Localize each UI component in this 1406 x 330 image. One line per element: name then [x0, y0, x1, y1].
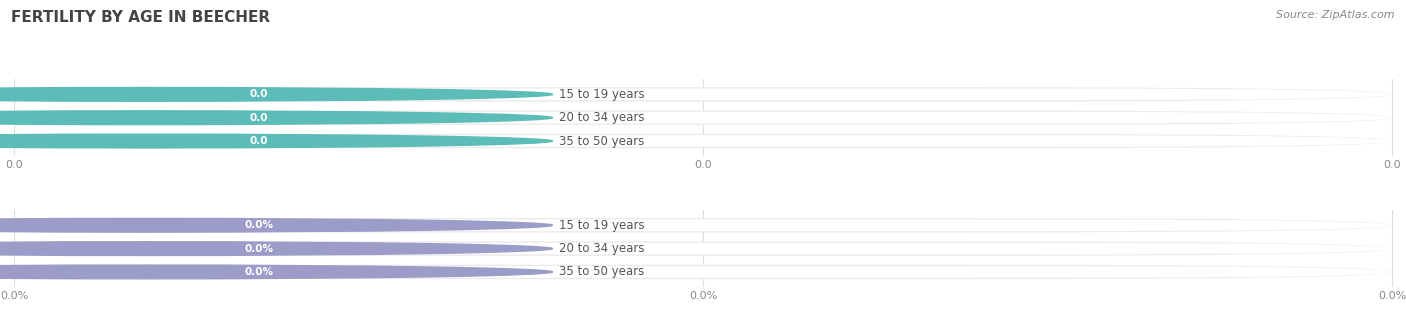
- Text: 0.0: 0.0: [249, 136, 267, 146]
- FancyBboxPatch shape: [25, 266, 1392, 278]
- Text: 20 to 34 years: 20 to 34 years: [560, 111, 645, 124]
- FancyBboxPatch shape: [14, 241, 1392, 256]
- Text: 0.0%: 0.0%: [245, 220, 273, 230]
- FancyBboxPatch shape: [14, 265, 1392, 279]
- Circle shape: [0, 218, 553, 232]
- Text: 0.0: 0.0: [249, 89, 267, 99]
- FancyBboxPatch shape: [14, 134, 1392, 148]
- FancyBboxPatch shape: [14, 218, 1392, 233]
- FancyBboxPatch shape: [25, 219, 1392, 231]
- Text: Source: ZipAtlas.com: Source: ZipAtlas.com: [1277, 10, 1395, 20]
- FancyBboxPatch shape: [4, 220, 513, 230]
- Text: 0.0%: 0.0%: [245, 267, 273, 277]
- Text: 35 to 50 years: 35 to 50 years: [560, 135, 645, 148]
- Text: 0.0: 0.0: [249, 113, 267, 123]
- Circle shape: [0, 265, 553, 279]
- Text: FERTILITY BY AGE IN BEECHER: FERTILITY BY AGE IN BEECHER: [11, 10, 270, 25]
- Circle shape: [0, 242, 553, 255]
- Text: 0.0%: 0.0%: [245, 244, 273, 253]
- FancyBboxPatch shape: [4, 267, 513, 277]
- Text: 20 to 34 years: 20 to 34 years: [560, 242, 645, 255]
- FancyBboxPatch shape: [25, 88, 1392, 100]
- Text: 15 to 19 years: 15 to 19 years: [560, 219, 645, 232]
- Text: 35 to 50 years: 35 to 50 years: [560, 265, 645, 279]
- Circle shape: [0, 87, 553, 101]
- FancyBboxPatch shape: [25, 112, 1392, 123]
- FancyBboxPatch shape: [4, 136, 513, 146]
- FancyBboxPatch shape: [4, 113, 513, 123]
- Text: 15 to 19 years: 15 to 19 years: [560, 88, 645, 101]
- FancyBboxPatch shape: [4, 89, 513, 99]
- Circle shape: [0, 111, 553, 124]
- FancyBboxPatch shape: [25, 243, 1392, 254]
- FancyBboxPatch shape: [25, 135, 1392, 147]
- FancyBboxPatch shape: [14, 87, 1392, 102]
- FancyBboxPatch shape: [4, 244, 513, 253]
- Circle shape: [0, 134, 553, 148]
- FancyBboxPatch shape: [14, 111, 1392, 125]
